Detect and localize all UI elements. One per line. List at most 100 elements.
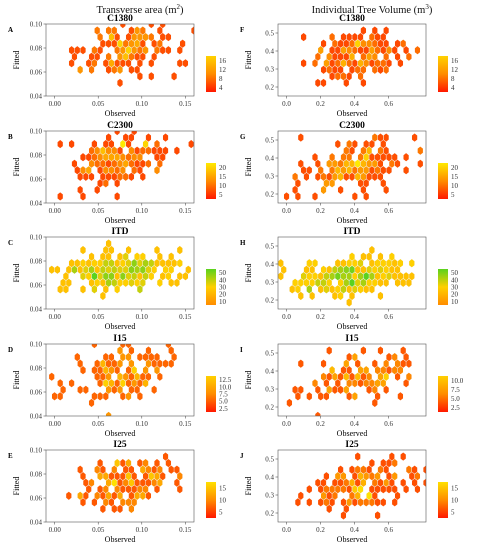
hexbin-cell [139,465,146,474]
hexbin-cell [340,484,347,494]
hexbin-cell [409,271,415,281]
hexbin-cell [128,385,135,395]
panel-title: C1380 [339,14,365,24]
hexbin-cell [323,378,330,388]
plot-frame [45,130,195,204]
hexbin-cell [134,372,140,382]
hexbin-cell [134,278,140,288]
hexbin-cell [337,52,344,62]
hexbin-cell [340,45,347,55]
hexbin-cell [369,139,375,149]
hexbin-cell [114,45,120,55]
hexbin-cell [120,458,126,468]
hexbin-cell [340,511,347,520]
hexbin-cell [315,278,321,288]
hexbin-cell [411,465,418,474]
hexbin-cell [292,185,298,195]
hexbin-cell [337,372,344,382]
hexbin-cell [377,65,384,75]
hexbin-cell [125,258,132,268]
hexbin-cell [142,271,149,281]
hexbin-cell [372,133,378,142]
hexbin-cell [191,26,194,35]
hexbin-cell [332,52,338,62]
hexbin-cell [363,471,369,481]
hexbin-cell [148,258,155,268]
hexbin-cell [380,458,387,468]
hexbin-cell [349,491,355,501]
legend-colorbar [438,269,448,305]
x-axis-label: Observed [105,109,136,118]
hexbin-cell [120,471,126,481]
hexbin-cell [139,372,146,382]
hexbin-cell [182,271,189,281]
hexbin-cell [394,491,401,501]
y-tick-label: 0.08 [30,152,43,160]
hexbin-cell [337,39,344,48]
hexbin-cell [117,78,123,88]
hexbin-cell [386,271,392,281]
hexbin-cell [397,271,404,281]
legend-tick-label: 12 [219,66,227,74]
hexbin-cell [374,258,381,268]
hexbin-cell [157,252,163,261]
hexbin-cell [117,359,123,368]
x-tick-label: 0.0 [282,100,291,108]
hexbin-cell [380,58,387,68]
hexbin-cell [159,32,166,42]
hexbin-cell [329,32,335,42]
y-tick-label: 0.04 [30,519,43,527]
hexbin-cell [57,192,63,201]
hexbin-cell [114,258,120,268]
hexbin-cell [354,478,361,488]
hexbin-cell [340,165,347,175]
hexbin-cell [125,365,132,375]
hexbin-cell [120,378,126,388]
hexbin-cell [63,271,69,281]
hexbin-cell [332,172,338,182]
x-tick-label: 0.00 [49,420,62,428]
hexbin-cell [357,498,364,507]
hexbin-cell [326,65,332,75]
hexbin-cell [377,278,384,288]
hexbin-cell [346,392,352,401]
x-tick-label: 0.2 [316,207,325,215]
hexbin-cell [403,378,409,388]
hexbin-cell [111,278,118,288]
hexbin-cell [380,498,387,507]
legend-colorbar [206,482,216,518]
hexbin-cell [340,471,347,481]
hexbin-cell [65,265,72,275]
hexbin-cell [145,478,152,488]
y-axis-label: Fitted [12,371,21,390]
hexbin-cell [159,45,166,55]
hexbin-cell [406,359,412,368]
y-tick-label: 0.2 [265,191,274,199]
hexbin-cell [360,278,367,288]
hexbin-cell [148,471,155,481]
hexbin-cell [102,392,109,401]
legend-tick-label: 15 [451,485,459,493]
hexbin-cell [309,278,315,288]
hexbin-cell [97,484,103,494]
hexbin-cell [176,471,183,481]
x-tick-label: 0.10 [136,313,149,321]
hexbin-cell [343,372,350,382]
y-axis-label: Fitted [12,158,21,177]
x-tick-label: 0.10 [136,420,149,428]
hexbin-cell [335,58,341,68]
hexbin-cell [363,45,369,55]
hexbin-cell [74,258,81,268]
hexbin-cell [352,471,358,481]
hexbin-cell [337,291,344,301]
hexbin-cell [122,478,129,488]
hexbin-cell [374,365,381,375]
legend-tick-label: 15 [451,173,459,181]
hexbin-cell [383,265,389,275]
hexbin-cell [125,245,132,255]
x-tick-label: 0.6 [384,100,393,108]
hexbin-cell [309,265,315,275]
hexbin-cell [317,484,324,494]
x-tick-label: 0.4 [350,313,359,321]
hexbin-cell [80,245,86,255]
